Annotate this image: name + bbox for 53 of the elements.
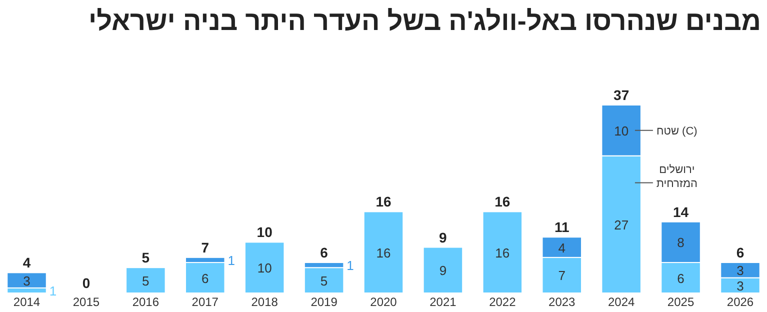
data-label: 3 — [736, 263, 744, 278]
data-label: 10 — [614, 123, 629, 138]
data-label: 27 — [614, 217, 629, 232]
total-label: 14 — [673, 204, 689, 220]
x-tick-label: 2021 — [430, 295, 457, 309]
total-label: 4 — [22, 254, 31, 271]
total-label: 0 — [82, 275, 90, 291]
total-label: 9 — [439, 229, 448, 246]
data-label: 3 — [23, 273, 30, 288]
series-label: ירושלים המזרחית — [656, 164, 698, 190]
total-label: 16 — [494, 194, 510, 210]
data-label: 8 — [677, 235, 684, 250]
x-tick-label: 2026 — [726, 295, 754, 309]
total-label: 6 — [320, 244, 328, 261]
data-label: 4 — [558, 240, 566, 256]
data-label: 5 — [320, 273, 328, 288]
data-label: 16 — [376, 245, 391, 260]
x-tick-label: 2020 — [370, 295, 398, 309]
x-tick-label: 2017 — [192, 295, 219, 309]
data-label: 1 — [228, 252, 235, 268]
data-label: 9 — [439, 263, 447, 278]
x-tick-label: 2025 — [667, 295, 694, 309]
data-label: 1 — [346, 258, 354, 274]
data-label: 1 — [49, 283, 57, 298]
x-tick-label: 2022 — [489, 295, 516, 309]
total-label: 37 — [614, 87, 630, 103]
x-tick-label: 2024 — [608, 295, 635, 309]
x-tick-label: 2015 — [72, 295, 100, 309]
total-label: 16 — [376, 194, 392, 210]
data-label: 10 — [257, 260, 272, 276]
bar — [244, 242, 285, 294]
total-label: 10 — [256, 224, 273, 240]
total-label: 11 — [554, 219, 570, 236]
x-tick-label: 2023 — [548, 295, 576, 309]
total-label: 7 — [201, 239, 210, 256]
x-tick-label: 2019 — [310, 295, 338, 309]
bar — [422, 246, 464, 294]
total-label: 6 — [736, 244, 744, 261]
data-label: 6 — [202, 270, 209, 286]
x-tick-label: 2014 — [13, 295, 40, 309]
bar — [126, 267, 166, 294]
total-label: 5 — [142, 250, 150, 266]
data-label: 6 — [677, 270, 684, 286]
x-tick-label: 2018 — [251, 295, 278, 309]
data-label: 16 — [495, 245, 510, 260]
data-label: 5 — [142, 273, 150, 288]
x-tick-label: 2016 — [132, 295, 160, 309]
series-label: שטח (C) — [656, 125, 698, 138]
bar — [482, 211, 523, 294]
data-label: 7 — [558, 268, 566, 284]
bar — [363, 211, 404, 294]
data-label: 3 — [736, 278, 744, 294]
chart-title: מבנים שנהרסו באל-וולג'ה בשל העדר היתר בניה ישראלי — [88, 6, 761, 36]
